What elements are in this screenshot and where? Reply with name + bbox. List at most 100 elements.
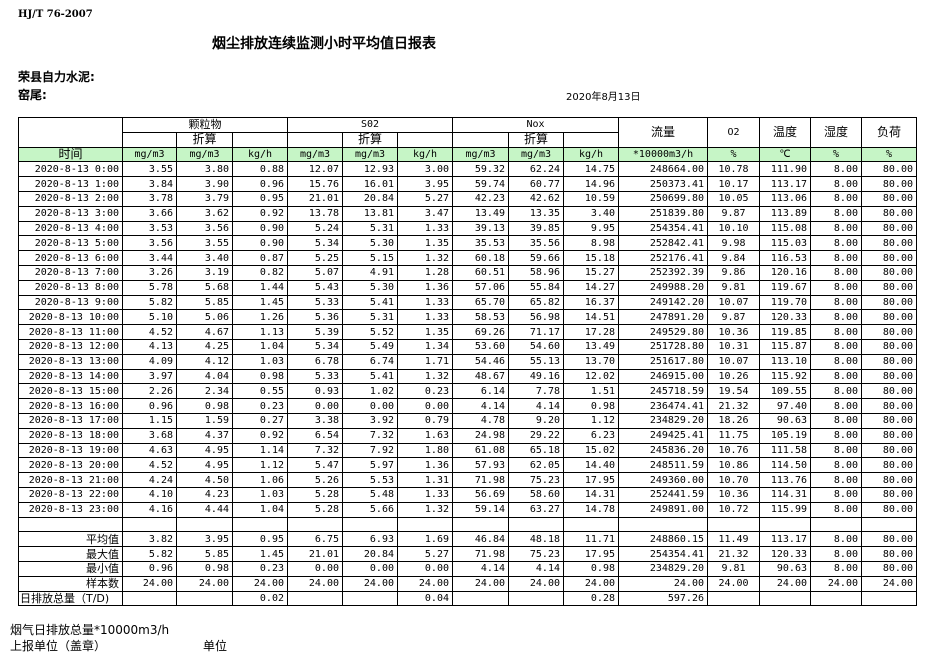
table-cell: 0.98 bbox=[563, 398, 619, 414]
table-cell: 1.06 bbox=[232, 472, 288, 488]
table-cell: 3.56 bbox=[122, 235, 177, 252]
table-cell: 9.98 bbox=[707, 235, 760, 252]
table-row: 2020-8-13 0:00 3.55 3.80 0.88 12.07 12.93 3.00… bbox=[18, 161, 917, 178]
table-cell bbox=[287, 590, 343, 607]
table-cell: 17.95 bbox=[563, 546, 619, 562]
table-cell: 113.10 bbox=[759, 353, 811, 370]
table-cell: 8.00 bbox=[810, 250, 862, 266]
blank-cell bbox=[232, 516, 288, 533]
table-cell: 21.32 bbox=[707, 546, 760, 562]
table-row: 2020-8-13 21:00 4.24 4.50 1.06 5.26 5.53 1.31 7… bbox=[18, 472, 917, 488]
row-label: 最小值 bbox=[18, 560, 123, 577]
table-row: 2020-8-13 8:00 5.78 5.68 1.44 5.43 5.30 1.36 57… bbox=[18, 279, 917, 296]
table-cell: 4.63 bbox=[122, 442, 177, 459]
table-cell: 3.47 bbox=[397, 205, 453, 222]
table-cell: 5.28 bbox=[287, 501, 343, 518]
table-cell: 71.98 bbox=[452, 546, 509, 562]
blank-cell bbox=[397, 516, 453, 533]
table-cell: 48.18 bbox=[508, 531, 564, 548]
table-cell: 0.04 bbox=[397, 590, 453, 607]
table-cell: 80.00 bbox=[861, 190, 917, 207]
header-load: 负荷 bbox=[861, 117, 917, 148]
table-cell: 21.01 bbox=[287, 546, 343, 562]
table-cell: 0.27 bbox=[232, 412, 288, 429]
table-cell: 0.87 bbox=[232, 250, 288, 266]
table-cell: 5.27 bbox=[397, 546, 453, 562]
table-cell: 0.23 bbox=[232, 398, 288, 414]
table-cell: 20.84 bbox=[342, 546, 398, 562]
blank-cell bbox=[707, 516, 760, 533]
table-cell bbox=[861, 590, 917, 607]
table-cell: 13.35 bbox=[508, 205, 564, 222]
unit-header: kg/h bbox=[232, 146, 288, 163]
table-cell: 42.62 bbox=[508, 190, 564, 207]
blank-cell bbox=[18, 516, 123, 533]
table-cell: 80.00 bbox=[861, 546, 917, 562]
table-cell: 597.26 bbox=[618, 590, 708, 607]
table-cell: 254354.41 bbox=[618, 220, 708, 237]
table-cell: 75.23 bbox=[508, 472, 564, 488]
table-cell: 80.00 bbox=[861, 560, 917, 577]
table-cell: 80.00 bbox=[861, 235, 917, 252]
table-row: 2020-8-13 13:00 4.09 4.12 1.03 6.78 6.74 1.71 5… bbox=[18, 353, 917, 370]
table-cell: 0.93 bbox=[287, 383, 343, 400]
table-cell: 3.66 bbox=[122, 205, 177, 222]
table-cell: 113.76 bbox=[759, 472, 811, 488]
table-cell: 8.00 bbox=[810, 442, 862, 459]
row-label: 2020-8-13 6:00 bbox=[18, 250, 123, 266]
table-cell: 9.87 bbox=[707, 205, 760, 222]
table-cell: 113.06 bbox=[759, 190, 811, 207]
table-cell: 8.00 bbox=[810, 398, 862, 414]
table-cell: 0.96 bbox=[122, 560, 177, 577]
table-cell: 59.14 bbox=[452, 501, 509, 518]
table-cell: 39.85 bbox=[508, 220, 564, 237]
table-cell: 8.00 bbox=[810, 338, 862, 355]
table-cell: 13.49 bbox=[563, 338, 619, 355]
table-cell: 80.00 bbox=[861, 353, 917, 370]
blank-cell bbox=[122, 131, 177, 148]
unit-header: % bbox=[861, 146, 917, 163]
blank-cell bbox=[452, 516, 509, 533]
table-cell: 10.36 bbox=[707, 324, 760, 340]
table-cell: 249360.00 bbox=[618, 472, 708, 488]
table-cell: 42.23 bbox=[452, 190, 509, 207]
time-header: 时间 bbox=[18, 146, 123, 163]
table-cell: 115.87 bbox=[759, 338, 811, 355]
table-cell: 245718.59 bbox=[618, 383, 708, 400]
header-humidity: 湿度 bbox=[810, 117, 862, 148]
table-cell: 1.14 bbox=[232, 442, 288, 459]
table-cell: 65.18 bbox=[508, 442, 564, 459]
table-cell: 1.33 bbox=[397, 294, 453, 311]
table-cell: 5.68 bbox=[176, 279, 233, 296]
table-cell: 10.07 bbox=[707, 294, 760, 311]
table-cell: 8.00 bbox=[810, 294, 862, 311]
table-cell: 10.10 bbox=[707, 220, 760, 237]
table-row: 2020-8-13 5:00 3.56 3.55 0.90 5.34 5.30 1.35 35… bbox=[18, 235, 917, 252]
group-header-nox: Nox bbox=[452, 117, 619, 133]
table-cell: 80.00 bbox=[861, 383, 917, 400]
table-cell: 2.34 bbox=[176, 383, 233, 400]
table-cell: 3.40 bbox=[176, 250, 233, 266]
table-cell: 10.31 bbox=[707, 338, 760, 355]
table-cell: 251728.80 bbox=[618, 338, 708, 355]
table-cell: 1.51 bbox=[563, 383, 619, 400]
table-cell: 8.00 bbox=[810, 279, 862, 296]
table-cell: 24.00 bbox=[810, 575, 862, 592]
table-cell: 5.10 bbox=[122, 309, 177, 326]
table-cell: 234829.20 bbox=[618, 412, 708, 429]
table-cell: 5.47 bbox=[287, 457, 343, 474]
table-cell: 13.78 bbox=[287, 205, 343, 222]
table-cell: 1.28 bbox=[397, 264, 453, 281]
table-cell: 252441.59 bbox=[618, 486, 708, 503]
blank-cell bbox=[861, 516, 917, 533]
table-cell: 7.92 bbox=[342, 442, 398, 459]
row-label: 2020-8-13 18:00 bbox=[18, 427, 123, 444]
table-cell: 80.00 bbox=[861, 309, 917, 326]
blank-cell bbox=[452, 131, 509, 148]
table-cell: 5.26 bbox=[287, 472, 343, 488]
unit-header: % bbox=[810, 146, 862, 163]
table-cell: 53.60 bbox=[452, 338, 509, 355]
table-cell: 24.00 bbox=[563, 575, 619, 592]
table-cell: 8.00 bbox=[810, 412, 862, 429]
table-cell: 3.95 bbox=[176, 531, 233, 548]
